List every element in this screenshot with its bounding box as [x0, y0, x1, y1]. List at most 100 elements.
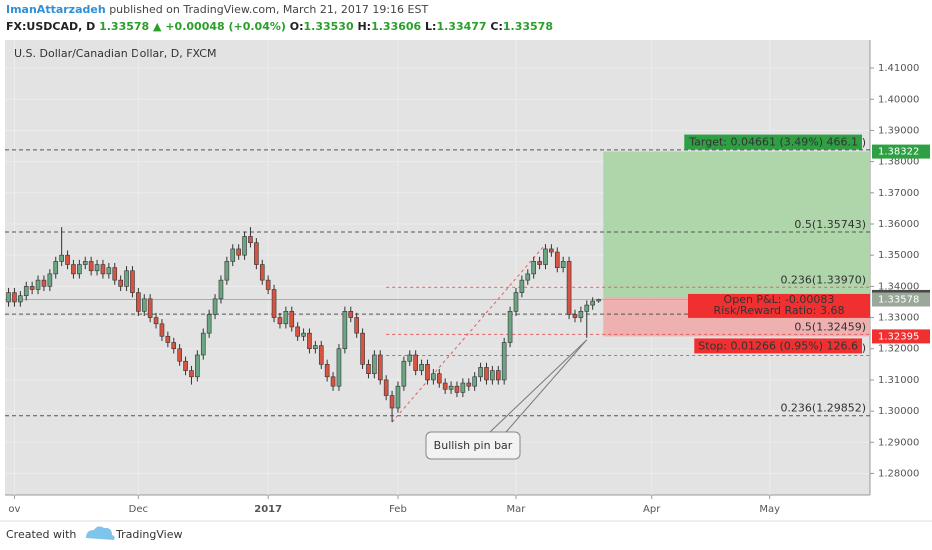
- candle-body: [189, 370, 194, 378]
- candle-body: [171, 342, 177, 350]
- candle-body: [578, 311, 584, 318]
- candle-body: [419, 364, 424, 371]
- footer-brand[interactable]: TradingView: [115, 528, 182, 541]
- price-tag: [872, 292, 930, 307]
- candle-body: [472, 376, 477, 387]
- change: ▲ +0.00048 (+0.04%): [153, 20, 286, 33]
- candle-body: [495, 370, 501, 381]
- candle-body: [377, 354, 383, 381]
- header-line-2: FX:USDCAD, D 1.33578 ▲ +0.00048 (+0.04%)…: [6, 20, 553, 33]
- y-tick-label: 1.40000: [878, 94, 919, 105]
- quote-value: 1.33606: [371, 20, 421, 33]
- candle-body: [6, 292, 11, 303]
- candle-body: [442, 382, 448, 390]
- candle-body: [513, 292, 519, 312]
- candle-body: [348, 311, 354, 318]
- candle-body: [130, 270, 135, 293]
- price-tag: [872, 144, 930, 159]
- candle-body: [124, 270, 129, 287]
- callout-pointer: [505, 339, 588, 433]
- candle-body: [94, 264, 100, 272]
- y-tick-label: 1.33000: [878, 313, 919, 324]
- header-line-1: ImanAttarzadeh published on TradingView.…: [6, 3, 428, 16]
- candle-body: [537, 261, 542, 265]
- candle-body: [106, 267, 112, 275]
- published: published on TradingView.com, March 21, …: [109, 3, 428, 16]
- x-tick-label: Mar: [507, 504, 527, 515]
- candle-body: [501, 342, 507, 381]
- x-tick-label: Dec: [129, 504, 148, 515]
- candle-body: [295, 326, 300, 337]
- y-tick-label: 1.35000: [878, 250, 919, 261]
- candle-body: [77, 264, 82, 275]
- author[interactable]: ImanAttarzadeh: [6, 3, 106, 16]
- candle-body: [301, 332, 306, 337]
- price-tag-label: 1.33578: [878, 295, 919, 306]
- candle-body: [431, 373, 436, 381]
- candle-body: [507, 311, 513, 343]
- candle-body: [425, 364, 430, 381]
- price-tag-label: 1.38322: [878, 147, 919, 158]
- quote-value: 1.33578: [503, 20, 553, 33]
- candle-body: [141, 298, 147, 312]
- y-tick-label: 1.32000: [878, 344, 919, 355]
- candle-body: [596, 299, 601, 302]
- candle-body: [342, 311, 348, 350]
- candle-body: [572, 314, 578, 318]
- candle-body: [23, 286, 29, 297]
- candle-body: [554, 251, 560, 268]
- candle-body: [112, 267, 118, 281]
- candle-body: [413, 354, 418, 371]
- candle-body: [71, 264, 76, 275]
- quote-value: 1.33477: [436, 20, 486, 33]
- candle-body: [230, 248, 236, 262]
- candle-body: [254, 242, 259, 265]
- level-label: 0.236(1.29852): [780, 402, 866, 415]
- candle-body: [206, 314, 212, 334]
- x-tick-label: May: [759, 504, 780, 515]
- y-tick-label: 1.29000: [878, 437, 919, 448]
- candle-body: [454, 385, 460, 393]
- candle-body: [324, 364, 330, 378]
- candle-body: [35, 279, 41, 290]
- candle-body: [318, 345, 324, 365]
- candle-body: [283, 311, 289, 325]
- candle-body: [307, 332, 312, 350]
- candle-body: [118, 279, 123, 287]
- candle-body: [531, 261, 536, 275]
- fib-label: 0.5(1.32459): [794, 320, 866, 333]
- candle-body: [159, 323, 165, 337]
- candle-body: [584, 304, 590, 312]
- target-zone: [603, 151, 870, 297]
- candle-body: [248, 236, 253, 244]
- candle-body: [389, 395, 395, 409]
- y-tick-label: 1.38000: [878, 157, 919, 168]
- candle-body: [478, 367, 483, 378]
- candle-body: [271, 289, 277, 318]
- stop-label-bg: [694, 338, 862, 354]
- candle-body: [460, 382, 466, 393]
- candle-body: [277, 317, 283, 325]
- candle-body: [153, 317, 159, 325]
- footer-created: Created with: [6, 528, 76, 541]
- quote-key: C:: [490, 20, 502, 33]
- y-tick-label: 1.39000: [878, 125, 919, 136]
- candle-body: [395, 385, 401, 409]
- candle-body: [218, 279, 224, 300]
- candle-body: [336, 348, 342, 387]
- x-tick-label: 2017: [254, 504, 282, 515]
- y-tick-label: 1.37000: [878, 188, 919, 199]
- candle-body: [100, 264, 106, 275]
- y-tick-label: 1.34000: [878, 281, 919, 292]
- callout-box: [425, 431, 521, 460]
- candle-body: [47, 273, 53, 287]
- candle-body: [177, 348, 182, 362]
- price-tag: [872, 329, 930, 344]
- candle-body: [560, 261, 566, 268]
- candle-body: [183, 360, 188, 371]
- quote-value: 1.33530: [304, 20, 354, 33]
- candle-body: [543, 248, 548, 265]
- chart-subtitle: U.S. Dollar/Canadian Dollar, D, FXCM: [14, 47, 216, 60]
- quote-key: L:: [425, 20, 436, 33]
